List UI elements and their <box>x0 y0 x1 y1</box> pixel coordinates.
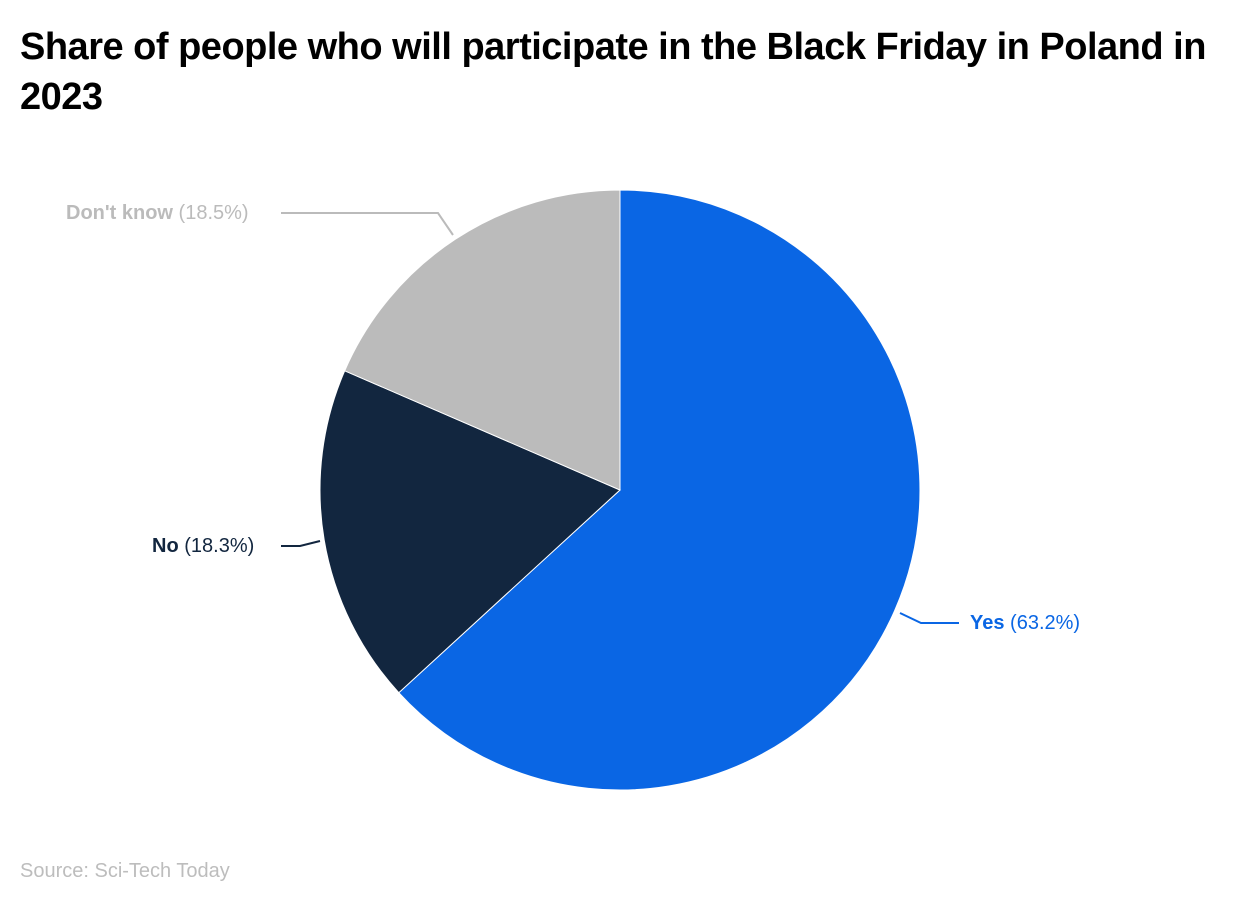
chart-title: Share of people who will participate in … <box>20 26 1206 118</box>
label-no-value: (18.3%) <box>184 535 255 557</box>
label-yes-value: (63.2%) <box>1010 612 1081 634</box>
slice-yes <box>398 189 921 791</box>
slice-dont-know <box>344 189 621 491</box>
leader-yes <box>899 612 959 624</box>
label-dont-know: Don't know (18.5%) <box>66 202 249 225</box>
label-dont-know-value: (18.5%) <box>178 202 249 224</box>
label-no: No (18.3%) <box>152 535 254 558</box>
label-no-name: No <box>152 535 179 557</box>
label-yes: Yes (63.2%) <box>970 612 1080 635</box>
slice-no <box>319 370 621 694</box>
label-yes-name: Yes <box>970 612 1005 634</box>
source-note: Source: Sci-Tech Today <box>20 860 230 882</box>
leader-no <box>281 540 321 547</box>
label-dont-know-name: Don't know <box>66 202 173 224</box>
leader-dont-know <box>281 212 454 236</box>
